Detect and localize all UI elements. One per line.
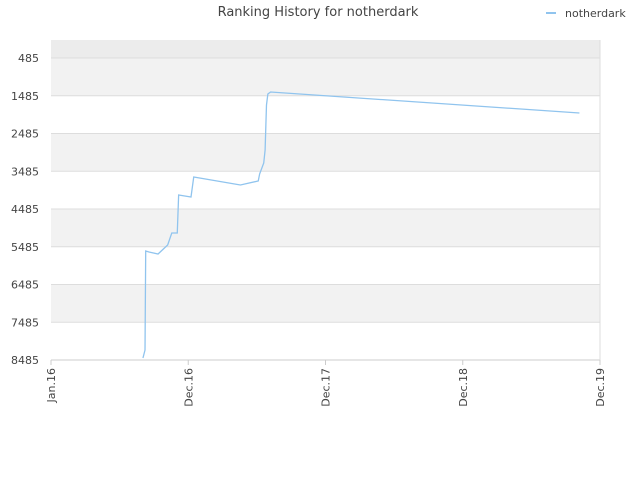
- y-tick-label: 2485: [11, 128, 39, 141]
- x-tick-label: Dec.19: [594, 368, 607, 407]
- y-tick-label: 485: [18, 52, 39, 65]
- plot-band: [51, 58, 600, 96]
- plot-band: [51, 133, 600, 172]
- y-tick-label: 7485: [11, 316, 39, 329]
- y-tick-label: 6485: [11, 279, 39, 292]
- plot-band: [51, 284, 600, 323]
- plot-band: [51, 95, 600, 134]
- y-tick-label: 5485: [11, 241, 39, 254]
- x-tick-label: Dec.17: [320, 368, 333, 407]
- plot-band: [51, 40, 600, 59]
- legend-label: notherdark: [565, 7, 626, 20]
- plot-band: [51, 322, 600, 360]
- x-tick-label: Dec.18: [457, 368, 470, 407]
- x-tick-label: Jan.16: [45, 368, 58, 403]
- series-line: [142, 91, 580, 359]
- y-tick-label: 8485: [11, 354, 39, 367]
- y-tick-label: 1485: [11, 90, 39, 103]
- chart-title: Ranking History for notherdark: [218, 5, 419, 20]
- plot-band: [51, 209, 600, 247]
- y-tick-label: 4485: [11, 203, 39, 216]
- x-tick-label: Dec.16: [182, 368, 195, 407]
- y-tick-label: 3485: [11, 165, 39, 178]
- plot-band: [51, 171, 600, 210]
- plot-band: [51, 246, 600, 285]
